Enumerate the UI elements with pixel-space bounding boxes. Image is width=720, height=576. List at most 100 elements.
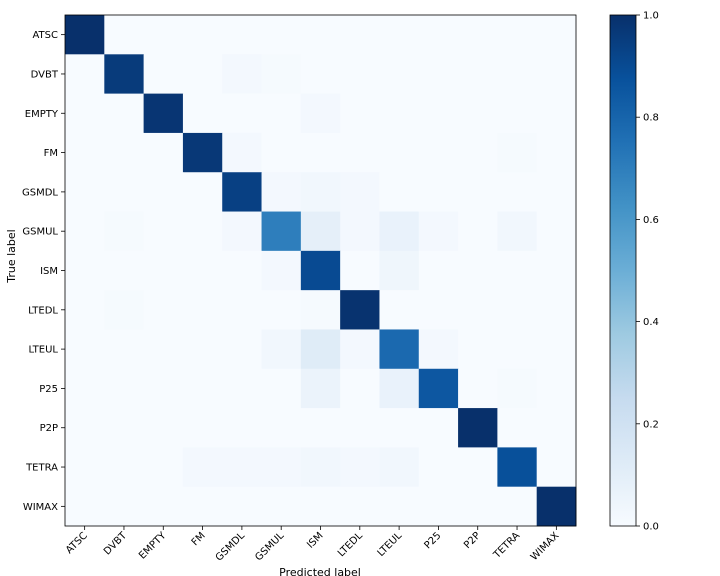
cell-p25-tetra — [497, 368, 538, 409]
cell-tetra-wimax — [536, 447, 577, 488]
cell-lteul-tetra — [497, 329, 538, 370]
cell-p2p-p25 — [418, 408, 459, 448]
cell-ism-lteul — [379, 250, 420, 291]
y-tick-label: LTEUL — [28, 345, 58, 356]
colorbar-tick-label: 0.4 — [643, 317, 659, 328]
cell-dvbt-ltedl — [340, 54, 380, 95]
cell-tetra-ltedl — [340, 447, 380, 488]
cell-gsmdl-lteul — [379, 172, 420, 212]
cell-empty-p2p — [458, 93, 498, 134]
cell-ism-ltedl — [340, 250, 380, 291]
cell-gsmdl-p25 — [418, 172, 459, 212]
cell-ltedl-gsmul — [261, 290, 302, 330]
cell-lteul-dvbt — [104, 329, 145, 370]
cell-wimax-fm — [182, 486, 223, 527]
colorbar-tick-label: 1.0 — [643, 11, 659, 22]
cell-fm-gsmul — [261, 132, 302, 173]
cell-atsc-lteul — [379, 15, 420, 55]
y-tick-label: ISM — [40, 266, 58, 277]
cell-wimax-empty — [143, 486, 184, 527]
cell-ltedl-tetra — [497, 290, 538, 330]
cell-gsmul-atsc — [65, 211, 105, 252]
x-tick-label: EMPTY — [137, 530, 169, 562]
cell-gsmdl-gsmdl — [222, 172, 262, 212]
cell-lteul-empty — [143, 329, 184, 370]
cell-empty-gsmul — [261, 93, 302, 134]
cell-ism-atsc — [65, 250, 105, 291]
cell-empty-gsmdl — [222, 93, 262, 134]
cell-dvbt-ism — [300, 54, 341, 95]
cell-p25-p25 — [418, 368, 459, 409]
cell-tetra-dvbt — [104, 447, 145, 488]
cell-tetra-gsmul — [261, 447, 302, 488]
cell-dvbt-fm — [182, 54, 223, 95]
cell-lteul-lteul — [379, 329, 420, 370]
cell-ism-p25 — [418, 250, 459, 291]
cell-ltedl-ism — [300, 290, 341, 330]
colorbar-tick-label: 0.6 — [643, 215, 659, 226]
cell-empty-p25 — [418, 93, 459, 134]
cell-p2p-ism — [300, 408, 341, 448]
cell-tetra-empty — [143, 447, 184, 488]
cell-atsc-empty — [143, 15, 184, 55]
cell-gsmdl-atsc — [65, 172, 105, 212]
cell-tetra-atsc — [65, 447, 105, 488]
cell-atsc-p2p — [458, 15, 498, 55]
cell-wimax-ltedl — [340, 486, 380, 527]
cell-wimax-tetra — [497, 486, 538, 527]
cell-p25-lteul — [379, 368, 420, 409]
cell-gsmdl-tetra — [497, 172, 538, 212]
cell-gsmul-tetra — [497, 211, 538, 252]
y-tick-label: DVBT — [31, 69, 59, 80]
y-tick-label: GSMUL — [22, 227, 58, 238]
cell-p2p-dvbt — [104, 408, 145, 448]
cell-atsc-dvbt — [104, 15, 145, 55]
cell-ltedl-atsc — [65, 290, 105, 330]
cell-ltedl-gsmdl — [222, 290, 262, 330]
cell-p2p-empty — [143, 408, 184, 448]
cell-wimax-lteul — [379, 486, 420, 527]
cell-p25-dvbt — [104, 368, 145, 409]
cell-p2p-wimax — [536, 408, 577, 448]
cell-lteul-ltedl — [340, 329, 380, 370]
cell-atsc-gsmul — [261, 15, 302, 55]
cell-p25-gsmdl — [222, 368, 262, 409]
cell-fm-lteul — [379, 132, 420, 173]
cell-ism-wimax — [536, 250, 577, 291]
cell-dvbt-wimax — [536, 54, 577, 95]
cell-tetra-p25 — [418, 447, 459, 488]
cell-dvbt-dvbt — [104, 54, 145, 95]
cell-tetra-tetra — [497, 447, 538, 488]
cell-lteul-p2p — [458, 329, 498, 370]
cell-fm-ism — [300, 132, 341, 173]
cell-fm-atsc — [65, 132, 105, 173]
cell-atsc-ism — [300, 15, 341, 55]
cell-p25-wimax — [536, 368, 577, 409]
x-axis-label: Predicted label — [279, 566, 361, 576]
cell-ltedl-p25 — [418, 290, 459, 330]
cell-fm-tetra — [497, 132, 538, 173]
x-tick-label: GSMDL — [214, 530, 248, 564]
y-tick-label: GSMDL — [22, 187, 58, 198]
cell-gsmul-gsmul — [261, 211, 302, 252]
cell-p2p-fm — [182, 408, 223, 448]
cell-lteul-p25 — [418, 329, 459, 370]
cell-lteul-gsmul — [261, 329, 302, 370]
cell-gsmdl-fm — [182, 172, 223, 212]
x-tick-label: LTEUL — [376, 530, 405, 559]
cell-empty-empty — [143, 93, 184, 134]
cell-atsc-atsc — [65, 15, 105, 55]
cell-p2p-tetra — [497, 408, 538, 448]
cell-tetra-lteul — [379, 447, 420, 488]
cell-tetra-fm — [182, 447, 223, 488]
y-axis-ticks: ATSC DVBT EMPTY FM GSMDL GSMUL ISM LTEDL LTEUL P2… — [22, 30, 65, 513]
colorbar-tick-label: 0.2 — [643, 419, 659, 430]
cell-atsc-p25 — [418, 15, 459, 55]
x-tick-label: WIMAX — [529, 530, 562, 563]
cell-fm-p2p — [458, 132, 498, 173]
cell-gsmul-p25 — [418, 211, 459, 252]
cell-lteul-atsc — [65, 329, 105, 370]
cell-p2p-gsmul — [261, 408, 302, 448]
cell-gsmdl-ltedl — [340, 172, 380, 212]
cell-lteul-gsmdl — [222, 329, 262, 370]
